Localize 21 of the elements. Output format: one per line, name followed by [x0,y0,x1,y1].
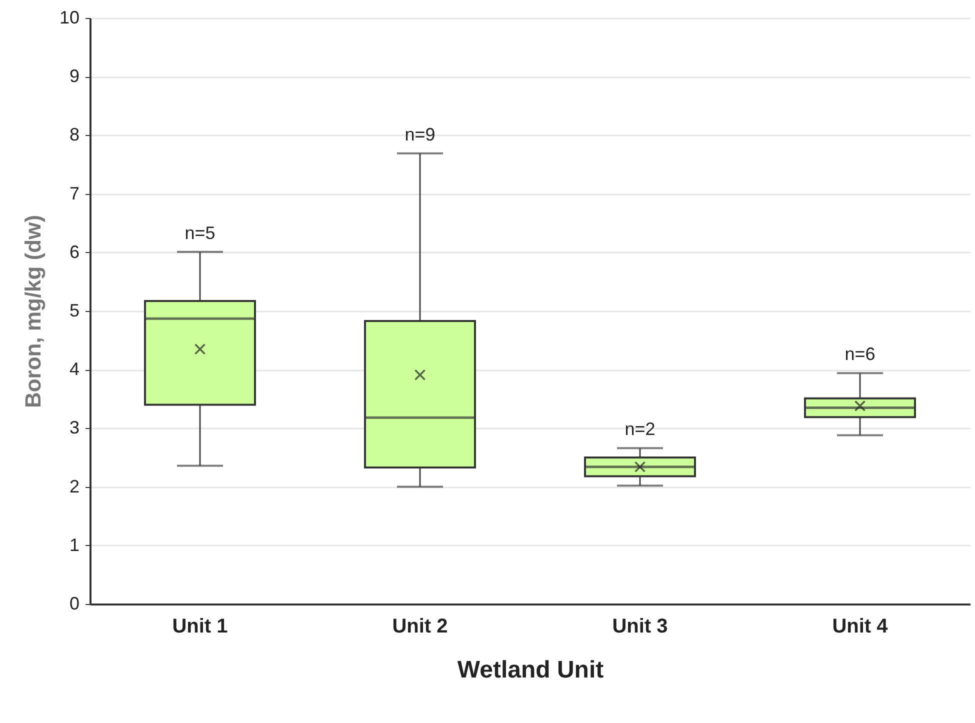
y-tick-label: 8 [69,124,80,145]
y-tick-label: 1 [69,534,80,555]
x-tick-label: Unit 4 [832,616,889,638]
y-tick-label: 0 [69,594,80,614]
y-axis-title: Boron, mg/kg (dw) [20,214,46,408]
y-tick-label: 4 [69,359,80,380]
y-tick-label: 9 [69,66,80,86]
x-axis-title: Wetland Unit [457,656,604,684]
y-tick-label: 3 [69,418,80,438]
y-tick-label: 10 [59,8,80,28]
y-tick-label: 2 [69,476,80,496]
y-tick-label: 6 [69,242,80,262]
y-tick-label: 5 [69,300,80,320]
annotation: n=6 [844,344,876,364]
annotation: n=5 [184,222,216,243]
annotation: n=9 [404,124,436,144]
x-tick-label: Unit 2 [392,616,448,638]
annotation: n=2 [624,419,656,440]
x-tick-label: Unit 3 [612,616,668,638]
y-tick-label: 7 [69,183,80,204]
x-tick-label: Unit 1 [172,616,228,638]
